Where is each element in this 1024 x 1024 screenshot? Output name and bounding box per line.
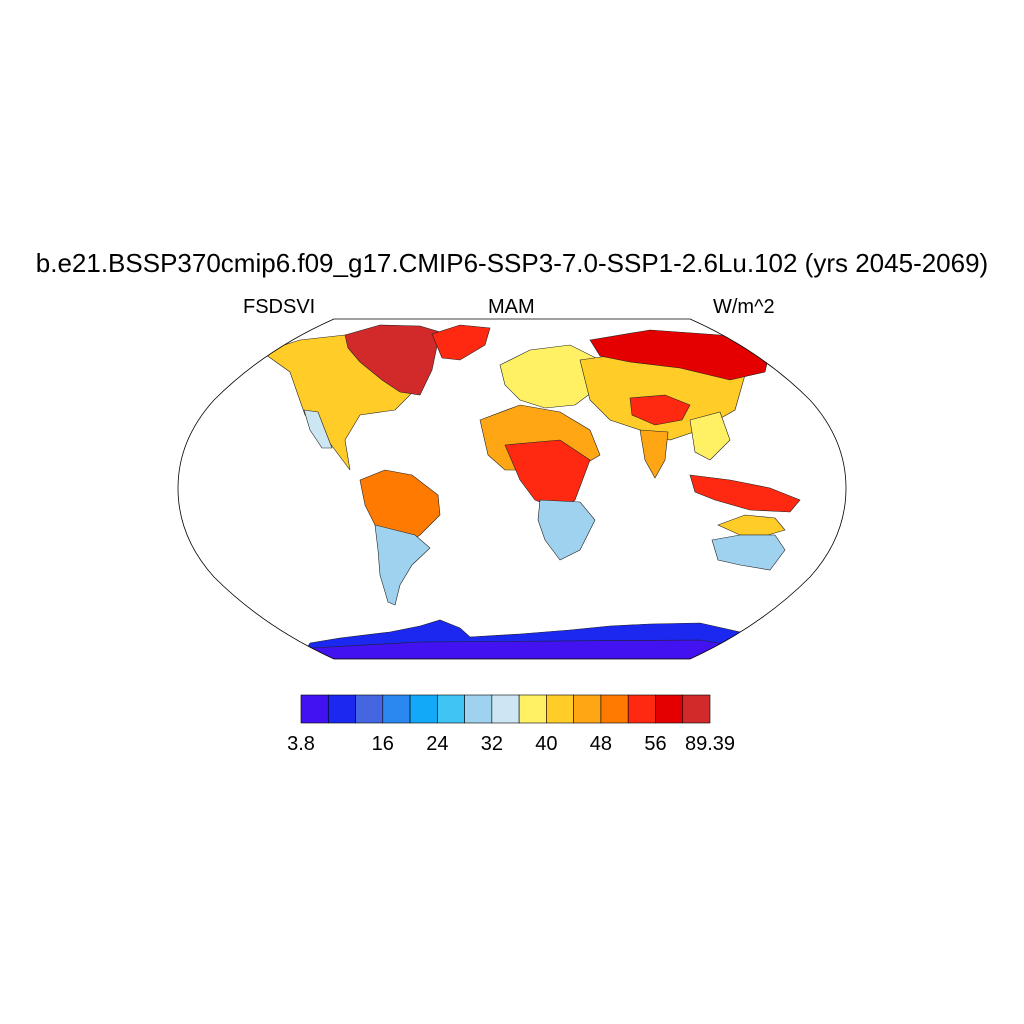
colorbar-box [410, 695, 437, 723]
colorbar-box [601, 695, 628, 723]
colorbar-box [356, 695, 383, 723]
colorbar-box [437, 695, 464, 723]
colorbar-tick-label: 32 [481, 733, 503, 756]
colorbar-box [492, 695, 519, 723]
colorbar-tick-label: 89.39 [685, 733, 735, 756]
colorbar-tick-label: 56 [644, 733, 666, 756]
colorbar-box [465, 695, 492, 723]
colorbar-tick-label: 3.8 [287, 733, 315, 756]
colorbar-box [574, 695, 601, 723]
colorbar-box [301, 695, 328, 723]
colorbar-tick-label: 16 [372, 733, 394, 756]
colorbar-box [546, 695, 573, 723]
colorbar-box [655, 695, 682, 723]
colorbar-box [628, 695, 655, 723]
colorbar-box [519, 695, 546, 723]
colorbar-tick-label: 48 [590, 733, 612, 756]
colorbar-box [683, 695, 710, 723]
colorbar-box [328, 695, 355, 723]
colorbar-box [383, 695, 410, 723]
colorbar-tick-label: 24 [426, 733, 448, 756]
colorbar-tick-label: 40 [535, 733, 557, 756]
